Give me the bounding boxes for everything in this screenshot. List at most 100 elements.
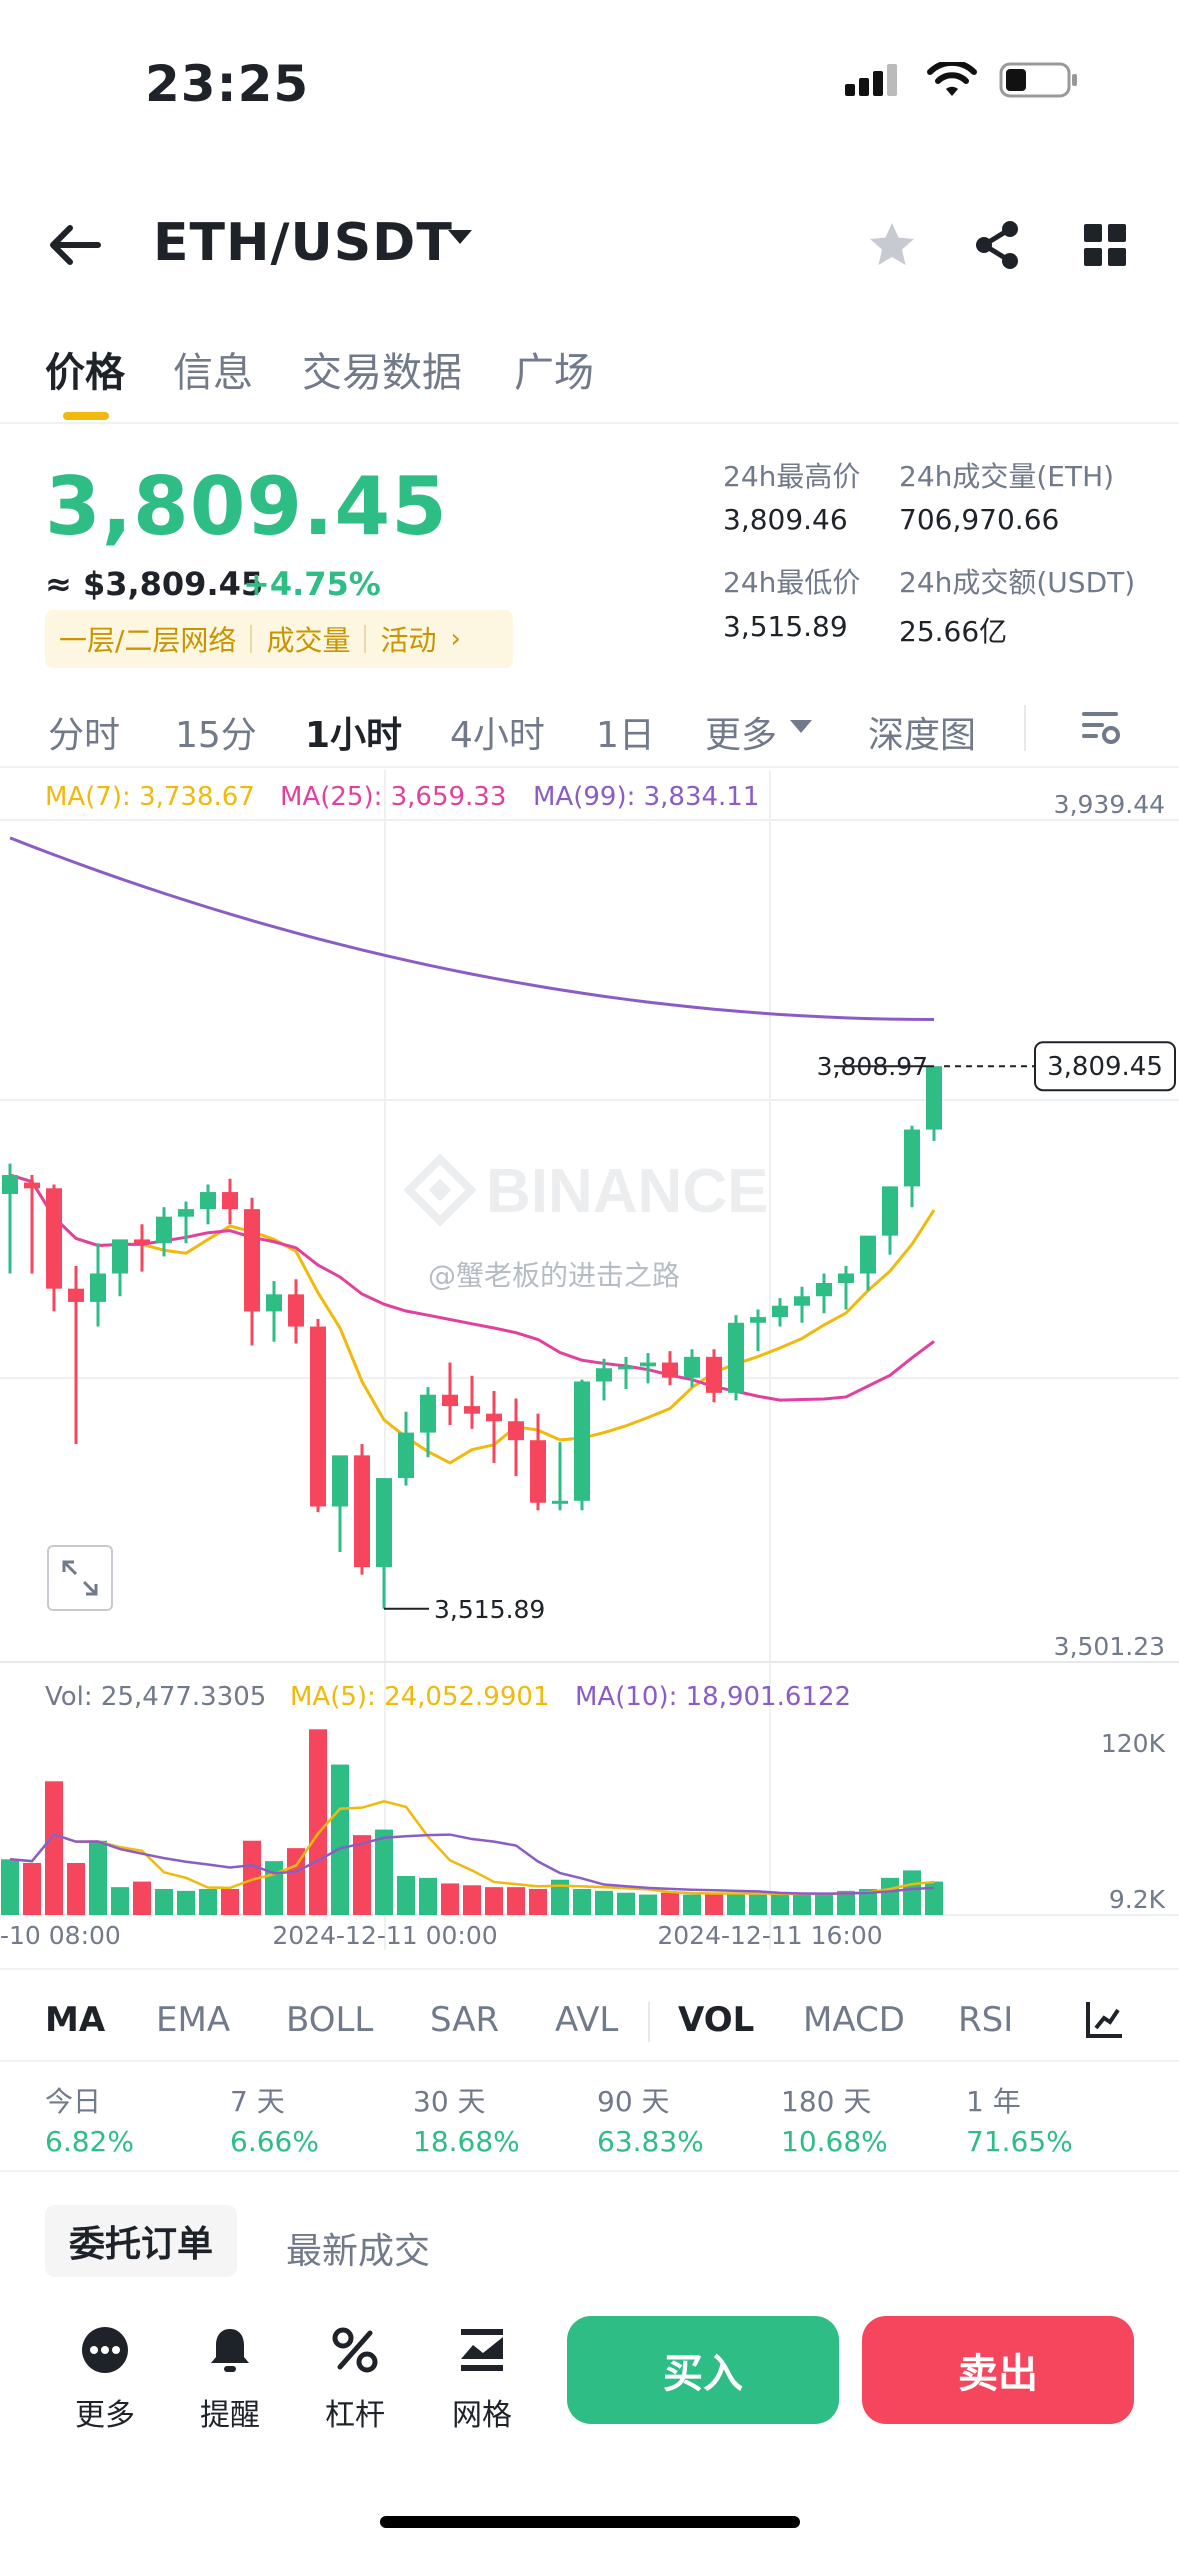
- volume-bar: [573, 1889, 591, 1915]
- battery-icon: [999, 62, 1077, 98]
- volume-bar: [397, 1876, 415, 1915]
- tag-activity[interactable]: 活动: [380, 624, 437, 657]
- candle: [904, 1125, 920, 1208]
- tab-open-orders[interactable]: 委托订单: [45, 2205, 237, 2277]
- indicator-ema[interactable]: EMA: [156, 2000, 231, 2040]
- tab-square[interactable]: 广场: [514, 350, 594, 396]
- home-indicator: [380, 2516, 800, 2528]
- y-axis-bottom: 3,501.23: [1054, 1632, 1165, 1661]
- volume-bar: [661, 1892, 679, 1915]
- binance-watermark: BINANCE: [403, 1153, 768, 1227]
- caret-down-icon[interactable]: [790, 720, 812, 733]
- candle-body: [750, 1317, 766, 1323]
- pair-selector[interactable]: ETH/USDT: [153, 213, 453, 273]
- candle: [596, 1358, 612, 1401]
- indicator-rsi[interactable]: RSI: [958, 2000, 1014, 2040]
- indicator-avl[interactable]: AVL: [555, 2000, 619, 2040]
- candle: [662, 1351, 678, 1386]
- interval-divider: [0, 766, 1179, 768]
- tab-latest-trades[interactable]: 最新成交: [286, 2231, 431, 2272]
- bottom-grid-button[interactable]: 网格: [427, 2320, 537, 2434]
- candle: [398, 1411, 414, 1486]
- volume-bar: [309, 1729, 327, 1915]
- chevron-right-icon: ›: [450, 624, 461, 654]
- share-button[interactable]: [968, 215, 1028, 275]
- candle: [354, 1443, 370, 1575]
- interval-depth[interactable]: 深度图: [868, 715, 977, 756]
- candle-body: [860, 1235, 876, 1274]
- indicator-boll[interactable]: BOLL: [286, 2000, 374, 2040]
- indicator-settings-button[interactable]: [1084, 1998, 1126, 2044]
- candle-body: [68, 1288, 84, 1302]
- low-value: 3,515.89: [723, 610, 848, 643]
- tab-price[interactable]: 价格: [45, 350, 125, 396]
- chart-settings-button[interactable]: [1080, 706, 1122, 752]
- grid-menu-button[interactable]: [1075, 215, 1135, 275]
- perf-180d-label: 180 天: [781, 2085, 872, 2118]
- indicator-ma[interactable]: MA: [45, 2000, 106, 2040]
- tag-separator: [250, 625, 253, 653]
- interval-line[interactable]: 分时: [48, 715, 121, 756]
- candle-body: [24, 1182, 40, 1189]
- volume-bar: [881, 1877, 899, 1915]
- time-label-2: 2024-12-11 16:00: [657, 1921, 882, 1950]
- candle-body: [684, 1356, 700, 1378]
- share-icon: [976, 221, 1018, 269]
- candle-body: [486, 1413, 502, 1422]
- back-button[interactable]: [40, 210, 110, 280]
- volume-bar: [815, 1892, 833, 1915]
- candle-body: [618, 1366, 634, 1370]
- volume-bar: [67, 1863, 85, 1915]
- category-tags[interactable]: 一层/二层网络 成交量 活动 ›: [45, 610, 513, 668]
- buy-button[interactable]: 买入: [567, 2316, 839, 2424]
- bottom-leverage-button[interactable]: 杠杆: [300, 2320, 410, 2434]
- tag-volume[interactable]: 成交量: [266, 624, 351, 657]
- ma7-legend: MA(7): 3,738.67: [45, 782, 255, 812]
- tab-info[interactable]: 信息: [173, 350, 253, 396]
- interval-1h[interactable]: 1小时: [305, 715, 403, 756]
- candle: [288, 1279, 304, 1344]
- caret-down-icon[interactable]: [448, 230, 472, 244]
- indicator-vol[interactable]: VOL: [678, 2000, 755, 2040]
- perf-90d-label: 90 天: [597, 2085, 670, 2118]
- candle: [750, 1309, 766, 1352]
- ma99-legend: MA(99): 3,834.11: [533, 782, 760, 812]
- vol-usdt-label: 24h成交额(USDT): [899, 566, 1136, 599]
- candle-body: [794, 1296, 810, 1306]
- low-label: 24h最低价: [723, 566, 861, 599]
- kline-chart[interactable]: BINANCE @蟹老板的进击之路 3,809.45 3,808.97 3,51…: [0, 770, 1179, 1950]
- candle-body: [266, 1294, 282, 1312]
- interval-1d[interactable]: 1日: [596, 715, 655, 756]
- tag-network[interactable]: 一层/二层网络: [59, 624, 237, 657]
- interval-4h[interactable]: 4小时: [450, 715, 545, 756]
- chart-divider: [0, 1968, 1179, 1970]
- volume-bar: [287, 1848, 305, 1915]
- more-dots-icon: [82, 2327, 128, 2373]
- kline-chart-svg[interactable]: BINANCE @蟹老板的进击之路 3,809.45 3,808.97 3,51…: [0, 770, 1179, 1950]
- chart-edit-icon: [1086, 2002, 1122, 2038]
- candle-body: [772, 1305, 788, 1318]
- bottom-alert-button[interactable]: 提醒: [175, 2320, 285, 2434]
- candle-body: [508, 1421, 524, 1441]
- candle: [134, 1224, 150, 1272]
- favorite-button[interactable]: [862, 215, 922, 275]
- candle: [640, 1353, 656, 1384]
- volume-bar: [243, 1840, 261, 1915]
- fullscreen-button[interactable]: [47, 1545, 113, 1611]
- interval-15m[interactable]: 15分: [175, 715, 257, 756]
- candles: [2, 1066, 942, 1609]
- high-marker: 3,808.97: [817, 1052, 934, 1081]
- volume-bar: [749, 1894, 767, 1915]
- tab-trading-data[interactable]: 交易数据: [302, 350, 462, 396]
- perf-1y-label: 1 年: [966, 2085, 1021, 2118]
- interval-more[interactable]: 更多: [705, 715, 778, 756]
- candle-body: [420, 1394, 436, 1433]
- perf-1y-value: 71.65%: [966, 2125, 1073, 2158]
- candle: [46, 1184, 62, 1312]
- indicator-sar[interactable]: SAR: [430, 2000, 500, 2040]
- bottom-more-button[interactable]: 更多: [50, 2320, 160, 2434]
- sell-button[interactable]: 卖出: [862, 2316, 1134, 2424]
- indicator-macd[interactable]: MACD: [803, 2000, 905, 2040]
- volume-bar: [595, 1890, 613, 1915]
- last-price-tag[interactable]: 3,809.45: [1034, 1041, 1176, 1092]
